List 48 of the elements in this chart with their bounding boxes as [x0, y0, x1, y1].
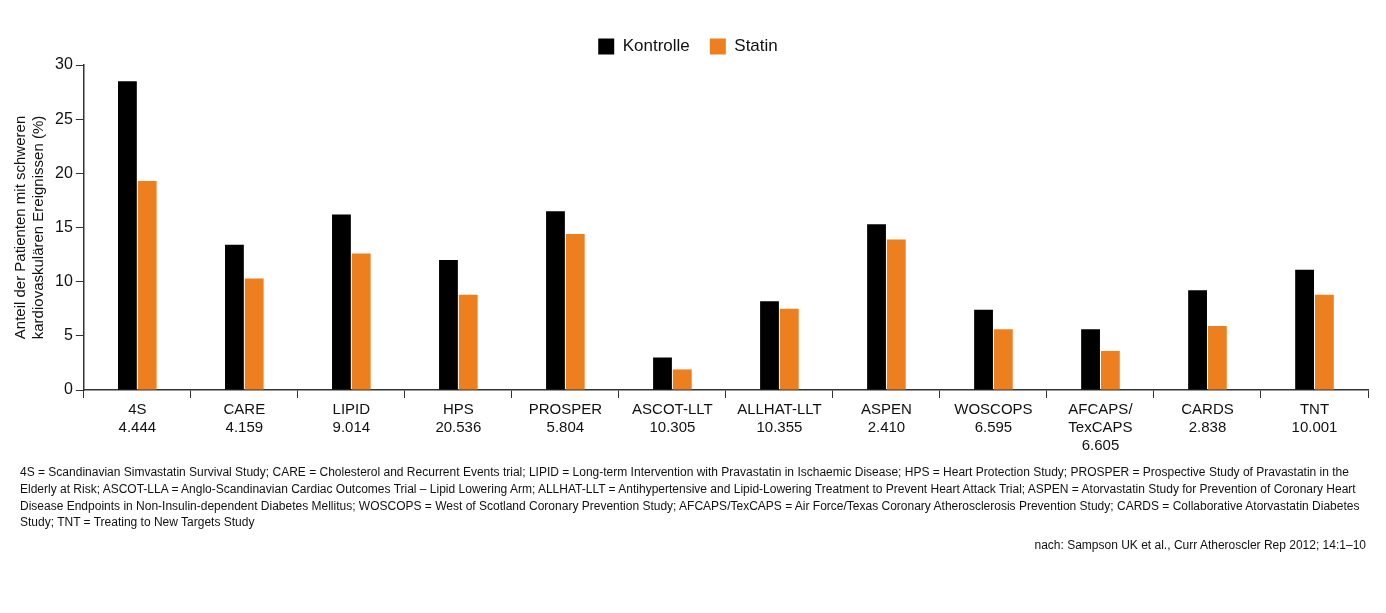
bar	[1314, 294, 1334, 390]
x-tick-label: LIPID 9.014	[332, 400, 371, 436]
bar	[225, 244, 244, 390]
bar	[137, 180, 157, 390]
bar	[779, 308, 799, 390]
bar	[867, 224, 886, 390]
bar	[760, 301, 779, 390]
bar	[1100, 351, 1120, 390]
bar	[546, 211, 565, 390]
y-axis-title: Anteil der Patienten mit schweren kardiovaskulären Ereignissen (%)	[11, 115, 47, 340]
x-tick-label: AFCAPS/ TexCAPS 6.605	[1068, 400, 1134, 454]
bar	[244, 278, 264, 390]
text: 4S = Scandinavian Simvastatin Survival Study; CARE = Cholesterol and Recurrent Events trial; LIPID = Long-term Intervention with Pravastatin in Ischaemic Disease; HPS = Heart Protection Study; PROSPER = Prospective Study of Pravastatin in the Elderly at Risk; ASCOT-LLA = Anglo-Scandinavian Cardiac Outcomes Trial – Lipid Lowering Arm; ALLHAT-LLT = Antihypertensive and Lipid-Lowering Treatment to Prevent Heart Attack Trial; ASPEN = Atorvastatin Study for Prevention of Coronary Heart Disease Endpoints in Non-Insulin-dependent Diabetes Mellitus; WOSCOPS = West of Scotland Coronary Prevention Study; AFCAPS/TexCAPS = Air Force/Texas Coronary Atherosclerosis Prevention Study; CARDS = Collaborative Atorvastatin Diabetes Study; TNT = Treating to New Targets Study	[20, 464, 1361, 532]
text: nach: Sampson UK et al., Curr Atheroscler Rep 2012; 14:1–10	[1033, 537, 1366, 554]
x-tick-label: HPS 20.536	[435, 400, 482, 436]
x-tick-label: ASPEN 2.410	[860, 400, 912, 436]
bar	[974, 309, 993, 390]
bar	[118, 81, 137, 390]
x-tick-label: TNT 10.001	[1291, 400, 1338, 436]
y-tick-label: 0	[63, 380, 73, 398]
x-tick-label: 4S 4.444	[118, 400, 157, 436]
x-tick-label: CARE 4.159	[223, 400, 266, 436]
y-tick-label: 10	[55, 272, 73, 290]
bar	[672, 369, 692, 390]
bar	[1295, 269, 1314, 390]
x-tick-label: ALLHAT-LLT 10.355	[737, 400, 822, 436]
x-tick-label: WOSCOPS 6.595	[954, 400, 1033, 436]
bar	[1207, 326, 1227, 390]
bar	[653, 357, 672, 390]
bar	[1188, 290, 1207, 390]
bar	[351, 253, 371, 390]
bar	[439, 260, 458, 390]
x-tick-label: CARDS 2.838	[1181, 400, 1234, 436]
bar	[1081, 329, 1100, 390]
y-tick-label: 5	[63, 326, 73, 344]
bar	[886, 239, 906, 390]
legend-label: Kontrolle	[622, 36, 690, 56]
bar	[332, 214, 351, 390]
x-tick-label: ASCOT-LLT 10.305	[632, 400, 713, 436]
bar	[993, 329, 1013, 390]
y-tick-label: 30	[55, 55, 73, 73]
y-tick-label: 25	[55, 109, 73, 127]
y-tick-label: 15	[55, 217, 73, 235]
x-tick-label: PROSPER 5.804	[528, 400, 603, 436]
bar	[565, 234, 585, 390]
y-tick-label: 20	[55, 163, 73, 181]
legend-label: Statin	[734, 36, 778, 56]
bar	[458, 294, 478, 390]
